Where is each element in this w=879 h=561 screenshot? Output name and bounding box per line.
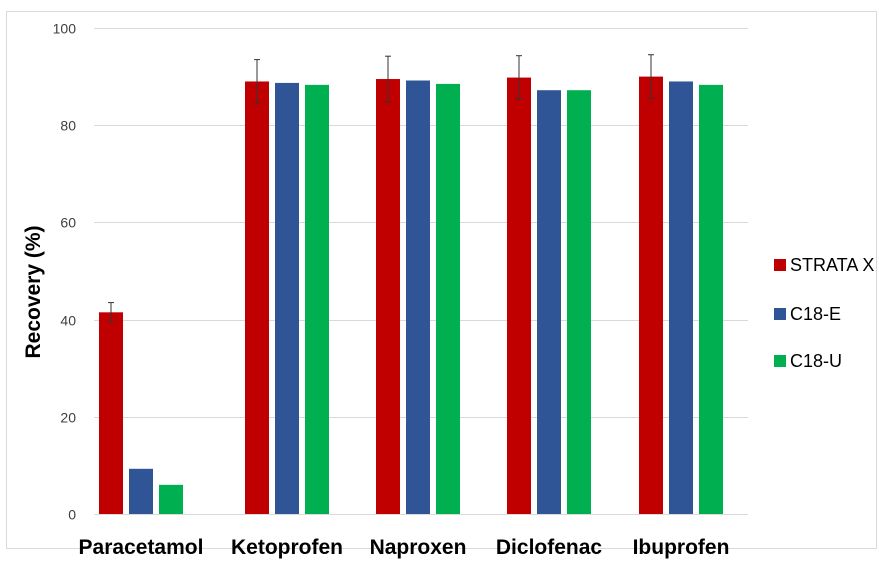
bar [567, 90, 591, 514]
legend-item: C18-U [774, 351, 842, 371]
y-tick-label: 20 [60, 410, 76, 426]
error-bar [648, 54, 654, 99]
legend-label: C18-E [790, 304, 841, 324]
chart-frame [6, 11, 877, 549]
y-tick-label: 100 [53, 21, 77, 37]
y-tick-label: 80 [60, 118, 76, 134]
x-tick-label: Paracetamol [79, 536, 204, 559]
y-tick-label: 0 [68, 507, 76, 523]
legend-swatch [774, 355, 786, 367]
bar [159, 484, 183, 514]
bar [129, 468, 153, 514]
error-bars [108, 54, 654, 323]
error-bar [516, 55, 522, 100]
error-bar [108, 302, 114, 323]
bar [245, 81, 269, 515]
x-tick-label: Ketoprofen [231, 536, 343, 559]
legend-item: C18-E [774, 304, 841, 324]
y-axis-title: Recovery (%) [22, 225, 45, 358]
bar [507, 77, 531, 515]
bar [406, 80, 430, 514]
x-tick-label: Diclofenac [496, 536, 603, 559]
legend-label: STRATA X [790, 255, 874, 275]
error-bar [385, 55, 391, 103]
x-tick-label: Ibuprofen [633, 536, 730, 559]
legend-swatch [774, 259, 786, 271]
bar [699, 84, 723, 514]
legend-label: C18-U [790, 351, 842, 371]
bar [275, 82, 299, 514]
bar [99, 312, 123, 514]
bar [537, 90, 561, 514]
legend: STRATA X C18-E C18-U [774, 255, 874, 371]
bar [639, 76, 663, 514]
error-bar [254, 59, 260, 104]
y-tick-label: 40 [60, 313, 76, 329]
y-tick-label: 60 [60, 215, 76, 231]
y-axis-ticks: 0 20 40 60 80 100 [53, 21, 77, 523]
legend-swatch [774, 308, 786, 320]
bars [99, 76, 723, 515]
bar [305, 84, 329, 514]
legend-item: STRATA X [774, 255, 874, 275]
x-tick-label: Naproxen [370, 536, 467, 559]
x-axis-labels: Paracetamol Ketoprofen Naproxen Diclofenac I… [79, 536, 730, 559]
bar [669, 81, 693, 515]
bar [376, 79, 400, 514]
bar [436, 83, 460, 514]
